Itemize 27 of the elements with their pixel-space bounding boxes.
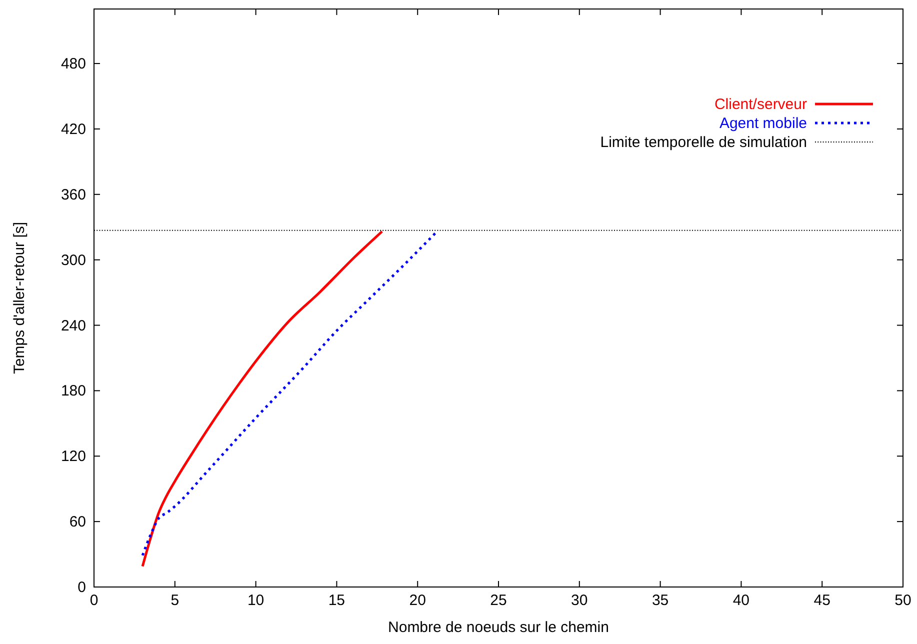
y-tick-label: 120 — [60, 448, 86, 466]
x-tick-label: 20 — [409, 592, 426, 609]
x-tick-label: 0 — [90, 592, 98, 609]
y-tick-label: 60 — [69, 514, 86, 531]
x-tick-label: 25 — [490, 592, 507, 609]
x-tick-label: 50 — [894, 592, 912, 609]
line-series — [141, 230, 438, 557]
x-tick-label: 10 — [247, 592, 264, 609]
legend-label: Limite temporelle de simulation — [600, 134, 807, 151]
x-tick-label: 15 — [328, 592, 346, 609]
line-series — [141, 230, 384, 568]
legend-label: Agent mobile — [719, 115, 807, 132]
x-tick-label: 5 — [170, 592, 180, 609]
y-tick-label: 420 — [60, 120, 86, 138]
y-tick-label: 480 — [60, 56, 86, 73]
x-tick-label: 30 — [571, 592, 588, 609]
y-tick-label: 360 — [60, 186, 86, 204]
x-axis-title: Nombre de noeuds sur le chemin — [388, 619, 609, 636]
legend-label: Client/serveur — [714, 96, 807, 113]
x-tick-label: 35 — [652, 592, 669, 609]
y-tick-label: 180 — [60, 382, 86, 400]
x-tick-label: 45 — [814, 592, 830, 609]
y-tick-label: 300 — [60, 252, 86, 269]
y-tick-label: 0 — [78, 579, 86, 596]
y-tick-label: 240 — [60, 317, 86, 334]
y-axis-title: Temps d'aller-retour [s] — [11, 222, 28, 374]
x-tick-label: 40 — [732, 592, 750, 609]
